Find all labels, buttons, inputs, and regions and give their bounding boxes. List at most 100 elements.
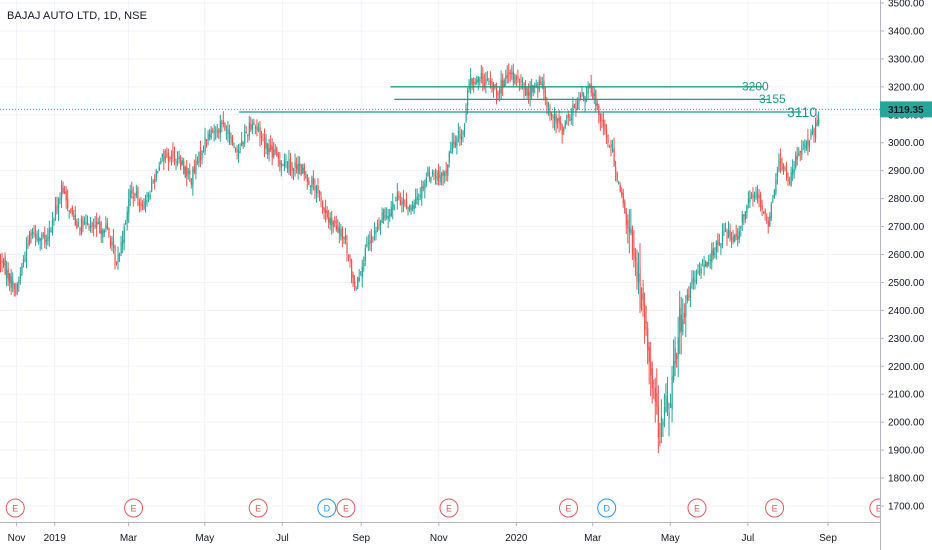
candle-body	[254, 126, 257, 129]
earnings-marker[interactable]: E	[559, 498, 579, 518]
candle-body	[32, 231, 34, 234]
candle-body	[169, 157, 171, 160]
candle-body	[805, 141, 808, 150]
earnings-marker[interactable]: E	[336, 498, 356, 518]
candle-body	[209, 134, 211, 138]
candle-body	[239, 148, 241, 150]
candle-body	[760, 194, 762, 208]
price-tick-label: 2600.00	[888, 250, 925, 261]
candle-body	[364, 247, 366, 262]
candle-body	[691, 279, 693, 285]
candle-body	[44, 234, 46, 244]
candle-body	[13, 284, 15, 290]
candle-body	[202, 150, 205, 152]
candle-body	[167, 152, 170, 162]
event-circle	[248, 498, 268, 518]
candle-body	[613, 147, 615, 166]
candle-body	[815, 122, 817, 139]
time-tick-label: Mar	[584, 533, 602, 544]
candle-body	[526, 87, 528, 96]
candle-body	[618, 182, 620, 184]
time-axis[interactable]: Nov 2019 Mar May Jul Sep Nov 2020 Mar May Jul Sep	[0, 522, 880, 550]
candle-body	[694, 280, 696, 282]
candle-body	[798, 153, 800, 156]
dividend-marker[interactable]: D	[317, 498, 337, 518]
event-circle	[336, 498, 356, 518]
candle-body	[322, 200, 324, 210]
candle-body	[503, 79, 505, 87]
candle-body	[735, 233, 737, 237]
candle-body	[529, 85, 531, 98]
candle-body	[9, 273, 11, 284]
candle-body	[337, 226, 339, 232]
candle-body	[779, 158, 782, 165]
candle-body	[68, 210, 70, 212]
candle-body	[621, 191, 623, 195]
candle-body	[416, 196, 418, 200]
candle-body	[605, 128, 608, 138]
candle-body	[692, 277, 695, 283]
candle-body	[728, 230, 730, 237]
candle-body	[213, 131, 215, 133]
earnings-marker[interactable]: E	[248, 498, 268, 518]
candle-body	[115, 261, 118, 264]
candle-body	[448, 152, 450, 163]
candle-body	[511, 71, 513, 76]
price-tick-label: 2400.00	[888, 306, 925, 317]
candle-body	[811, 130, 814, 134]
candle-body	[776, 171, 779, 178]
candle-body	[277, 153, 279, 159]
price-axis[interactable]: 3500.003400.003300.003200.003100.003000.…	[880, 0, 932, 550]
candle-body	[656, 392, 658, 407]
candle-body	[410, 207, 412, 211]
last-price-value: 3119.35	[888, 105, 924, 116]
candle-body	[650, 361, 652, 376]
candle-body	[521, 84, 524, 86]
candle-body	[122, 239, 124, 244]
candle-body	[256, 126, 258, 130]
candle-body	[445, 170, 447, 173]
price-tick-label: 1700.00	[888, 502, 925, 513]
candle-body	[346, 242, 348, 253]
candle-body	[715, 241, 718, 252]
candle-body	[250, 124, 252, 130]
candle-body	[36, 239, 38, 241]
event-label: E	[255, 504, 261, 514]
price-tick-label: 3400.00	[888, 26, 925, 37]
candle-body	[721, 231, 724, 242]
earnings-marker[interactable]: E	[124, 498, 144, 518]
time-tick-label: 2020	[505, 533, 528, 544]
candle-body	[219, 121, 221, 134]
candle-body	[315, 186, 318, 194]
candle-body	[657, 405, 660, 438]
earnings-marker[interactable]: E	[765, 498, 785, 518]
candle-body	[231, 136, 234, 146]
candle-body	[77, 224, 80, 227]
candle-body	[608, 145, 611, 147]
candle-body	[178, 156, 180, 160]
candle-body	[380, 220, 382, 225]
candle-body	[622, 193, 624, 204]
candle-body	[706, 262, 708, 267]
candle-body	[802, 144, 805, 146]
candle-body	[222, 120, 225, 124]
candle-body	[184, 167, 186, 177]
candle-body	[230, 136, 232, 143]
candle-body	[569, 119, 571, 121]
candle-body	[343, 236, 345, 240]
candle-body	[30, 232, 32, 236]
earnings-marker[interactable]: E	[687, 498, 707, 518]
earnings-marker[interactable]: E	[5, 498, 25, 518]
candle-body	[76, 221, 78, 229]
candle-body	[625, 212, 627, 225]
earnings-marker[interactable]: E	[439, 498, 459, 518]
candle-body	[123, 226, 125, 243]
candle-body	[763, 212, 765, 214]
candle-body	[761, 205, 763, 210]
candle-body	[148, 195, 150, 197]
candle-body	[668, 411, 670, 419]
dividend-marker[interactable]: D	[597, 498, 617, 518]
